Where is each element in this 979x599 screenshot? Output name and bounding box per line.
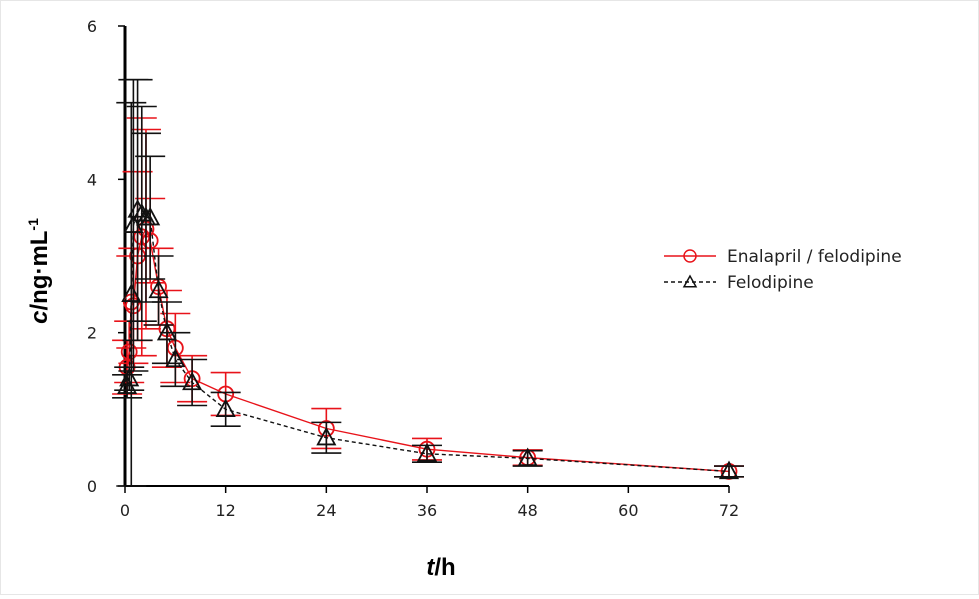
data-point [718,460,740,480]
data-point [215,398,236,417]
data-point [140,206,161,226]
series-layer [112,78,744,487]
data-point [119,367,140,387]
legend-label: Enalapril / felodipine [727,247,902,267]
y-axis-var: c [26,311,53,324]
data-point [148,279,169,299]
y-axis-unit: /ng·mL [26,231,53,311]
legend-marker [682,274,698,288]
x-tick-label: 0 [120,501,130,520]
data-point [127,199,148,218]
error-bar [126,105,157,322]
y-tick-label: 0 [87,477,97,496]
y-tick-label: 2 [87,324,97,343]
legend-marker [683,249,697,263]
series-line [126,227,730,473]
data-point [156,321,178,341]
series-1 [112,117,744,480]
error-bar [210,391,241,428]
legend-label: Felodipine [727,273,814,293]
x-tick-label: 60 [618,501,638,520]
x-tick-label: 12 [215,501,235,520]
series-line [126,208,730,473]
data-point [316,426,337,446]
legend-item-1: Enalapril / felodipine [664,247,902,267]
x-axis-unit: /h [434,554,455,581]
y-axis-superscript: -1 [25,218,41,231]
error-bar [118,78,149,372]
y-axis-title: c/ng·mL-1 [25,218,53,324]
y-tick-label: 4 [87,170,97,189]
error-bar [177,358,208,407]
x-axis-var: t [426,554,435,581]
data-point [131,202,152,222]
error-bar [116,101,147,487]
data-point [121,283,142,302]
legend: Enalapril / felodipine Felodipine [664,247,902,293]
data-point [416,442,438,462]
x-tick-label: 48 [517,501,537,520]
data-point [165,348,186,368]
legend-item-2: Felodipine [664,273,814,293]
data-point [517,447,538,467]
series-2 [112,78,744,487]
y-tick-label: 6 [87,17,97,36]
x-tick-label: 24 [316,501,336,520]
x-axis-title: t/h [426,554,455,581]
x-tick-label: 72 [719,501,739,520]
error-bar [714,465,744,478]
x-tick-label: 36 [417,501,437,520]
data-point [120,343,138,361]
data-point [182,371,203,391]
